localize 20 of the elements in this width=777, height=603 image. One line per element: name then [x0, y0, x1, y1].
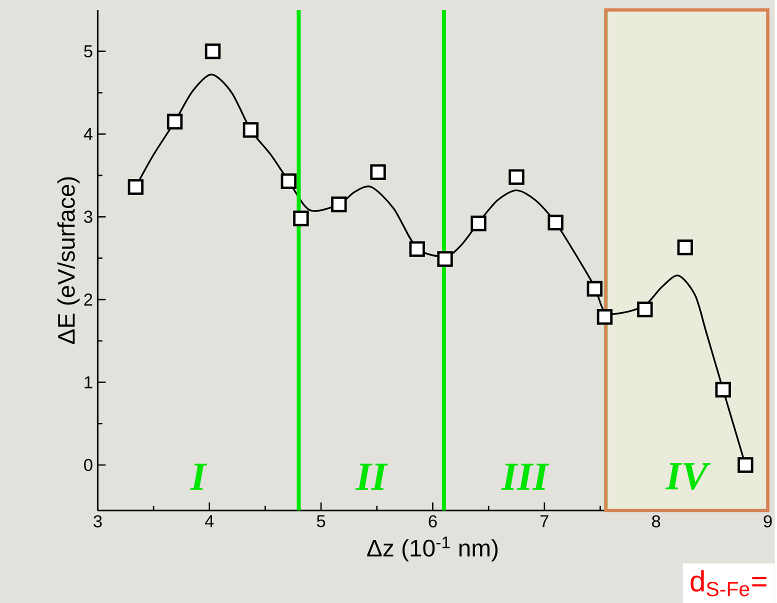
x-axis-title: Δz (10$^{-1}$ nm) — [367, 536, 498, 562]
y-tick-label: 4 — [84, 128, 93, 140]
y-tick-label: 5 — [84, 45, 92, 58]
annotation: IV — [665, 463, 711, 490]
x-tick-label: 9 — [764, 515, 772, 528]
y-tick-label: 0 — [84, 458, 92, 472]
x-tick-label: 4 — [204, 515, 214, 527]
x-tick-label: 3 — [94, 515, 102, 528]
x-tick-label: 8 — [652, 515, 660, 528]
y-axis-title: ΔE (eV/surface) — [57, 177, 80, 344]
annotation: II — [355, 464, 388, 490]
text: d$_{S-Fe}$= — [690, 570, 766, 596]
annotation: I — [190, 464, 208, 490]
y-tick-label: 3 — [84, 210, 92, 223]
y-tick-label: 2 — [84, 293, 92, 306]
x-tick-label: 7 — [540, 515, 548, 527]
x-tick-label: 5 — [316, 515, 326, 528]
annotation: III — [501, 464, 550, 490]
y-tick-label: 1 — [84, 376, 92, 388]
x-tick-label: 6 — [428, 515, 437, 528]
